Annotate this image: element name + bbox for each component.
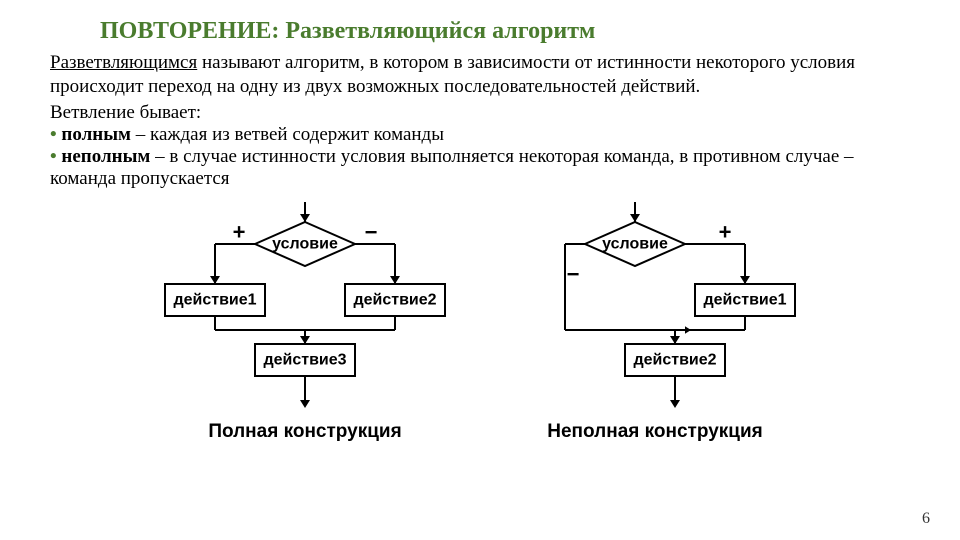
bullet-partial-rest: – в случае истинности условия выполняетс…: [50, 146, 854, 189]
bullet-partial-term: неполным: [61, 146, 150, 167]
bullet-full-rest: – каждая из ветвей содержит команды: [131, 124, 444, 145]
svg-text:+: +: [719, 220, 732, 245]
diagrams-container: условие + − действие1 действие2 действие3 Пол…: [0, 200, 960, 443]
svg-text:+: +: [233, 220, 246, 245]
diagram-full-wrap: условие + − действие1 действие2 действие3 Пол…: [155, 200, 455, 443]
bullet-dot-icon: •: [50, 124, 57, 145]
svg-text:действие3: действие3: [263, 352, 346, 369]
page-title: ПОВТОРЕНИЕ: Разветвляющийся алгоритм: [0, 0, 960, 49]
svg-text:действие2: действие2: [353, 292, 436, 309]
page-number: 6: [922, 510, 930, 528]
svg-text:действие1: действие1: [703, 292, 786, 309]
diagram-full-svg: условие + − действие1 действие2 действие3: [155, 200, 455, 410]
svg-text:условие: условие: [272, 236, 338, 253]
diagram-partial-svg: условие + − действие1 действие2: [505, 200, 805, 410]
branching-label: Ветвление бывает:: [0, 99, 960, 125]
svg-text:действие1: действие1: [173, 292, 256, 309]
bullet-full-term: полным: [61, 124, 131, 145]
diagram-partial-caption: Неполная конструкция: [505, 421, 805, 443]
svg-text:действие2: действие2: [633, 352, 716, 369]
intro-paragraph: Разветвляющимся называют алгоритм, в кот…: [0, 49, 960, 99]
bullet-partial: • неполным – в случае истинности условия…: [0, 146, 960, 190]
intro-term: Разветвляющимся: [50, 52, 197, 73]
diagram-partial-wrap: условие + − действие1 действие2 Неполная кон…: [505, 200, 805, 443]
diagram-full-caption: Полная конструкция: [155, 421, 455, 443]
bullet-dot-icon: •: [50, 146, 57, 167]
svg-text:−: −: [567, 262, 580, 287]
svg-text:условие: условие: [602, 236, 668, 253]
svg-text:−: −: [365, 220, 378, 245]
bullet-full: • полным – каждая из ветвей содержит ком…: [0, 124, 960, 146]
